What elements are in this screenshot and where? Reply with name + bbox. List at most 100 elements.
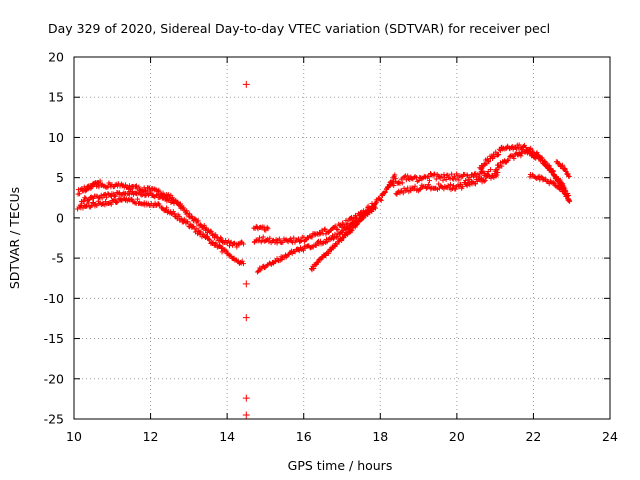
data-point	[566, 174, 572, 180]
data-point	[180, 205, 186, 211]
data-point	[377, 197, 383, 203]
data-point	[184, 208, 190, 214]
data-point	[464, 172, 470, 178]
outlier-point	[242, 411, 250, 419]
data-point	[493, 149, 499, 155]
data-point	[495, 152, 501, 158]
data-point	[467, 182, 473, 188]
data-point	[76, 191, 82, 197]
data-point	[253, 237, 259, 243]
data-point	[533, 175, 539, 181]
data-point	[471, 173, 477, 179]
data-point	[223, 248, 229, 254]
data-point	[151, 193, 157, 199]
data-point	[319, 227, 325, 233]
y-tick-label: -25	[44, 412, 64, 427]
y-tick-label: 15	[48, 90, 64, 105]
data-point	[104, 194, 110, 200]
data-point	[567, 198, 573, 204]
data-point	[265, 226, 271, 232]
data-point	[440, 177, 446, 183]
data-point	[129, 196, 135, 202]
data-point	[372, 201, 378, 207]
data-point	[488, 175, 494, 181]
data-point	[210, 239, 216, 245]
data-point	[112, 193, 118, 199]
data-point	[339, 224, 345, 230]
data-point	[518, 153, 524, 159]
data-point	[218, 236, 224, 242]
data-point	[332, 223, 338, 229]
data-point	[206, 236, 212, 242]
y-axis-ticks: -25 -20 -15 -10 -5 0 5 10 15 20	[44, 50, 610, 427]
data-point	[478, 166, 484, 172]
data-point	[499, 163, 505, 169]
data-point	[97, 178, 103, 184]
series-arc-upper-morning	[75, 180, 246, 250]
y-tick-label: -5	[52, 251, 64, 266]
data-point	[274, 240, 280, 246]
data-point	[391, 183, 397, 189]
data-point	[323, 231, 329, 237]
data-point	[199, 234, 205, 240]
data-point	[456, 177, 462, 183]
data-point	[453, 176, 459, 182]
data-point	[140, 192, 146, 198]
y-tick-label: 20	[48, 50, 64, 65]
data-point	[520, 144, 526, 150]
data-point	[397, 180, 403, 186]
data-point	[122, 182, 128, 188]
data-point	[516, 142, 522, 148]
data-point	[330, 236, 336, 242]
x-tick-label: 16	[296, 429, 312, 444]
data-point	[284, 238, 290, 244]
x-tick-label: 18	[372, 429, 388, 444]
series-arc-evening-lower	[393, 169, 501, 197]
data-point	[254, 269, 260, 275]
data-point	[115, 199, 121, 205]
outlier-point	[242, 80, 250, 88]
data-point	[371, 203, 377, 209]
data-point	[562, 166, 568, 172]
data-point	[266, 239, 272, 245]
data-point	[496, 152, 502, 158]
data-point	[565, 173, 571, 179]
y-tick-label: -10	[44, 291, 64, 306]
data-point	[82, 195, 88, 201]
series-arc-early-start	[83, 178, 103, 194]
data-point	[207, 237, 213, 243]
data-point	[505, 158, 511, 164]
series-arc-middle-morning	[79, 188, 184, 208]
data-point	[313, 242, 319, 248]
x-tick-label: 20	[449, 429, 465, 444]
data-point	[154, 192, 160, 198]
data-point	[550, 179, 556, 185]
y-tick-label: 5	[56, 170, 64, 185]
data-point	[164, 205, 170, 211]
data-point	[553, 174, 559, 180]
series-arc-night-lower	[492, 148, 567, 192]
series-arc-short-pre-noon	[251, 223, 271, 233]
data-point	[473, 171, 479, 177]
y-tick-label: -20	[44, 371, 64, 386]
data-point	[257, 235, 263, 241]
data-point	[505, 157, 511, 163]
data-point	[443, 177, 449, 183]
data-point	[135, 196, 141, 202]
data-point	[334, 234, 340, 240]
data-point	[309, 234, 315, 240]
x-tick-label: 10	[66, 429, 82, 444]
data-point	[482, 177, 488, 183]
data-point	[510, 153, 516, 159]
data-point	[539, 155, 545, 161]
y-tick-label: 0	[56, 210, 64, 225]
data-point	[201, 222, 207, 228]
data-point	[276, 236, 282, 242]
data-point	[89, 184, 95, 190]
data-point	[240, 241, 246, 247]
data-point	[494, 172, 500, 178]
data-point	[481, 178, 487, 184]
data-point	[195, 218, 201, 224]
outlier-points	[242, 80, 250, 419]
data-point	[113, 193, 119, 199]
